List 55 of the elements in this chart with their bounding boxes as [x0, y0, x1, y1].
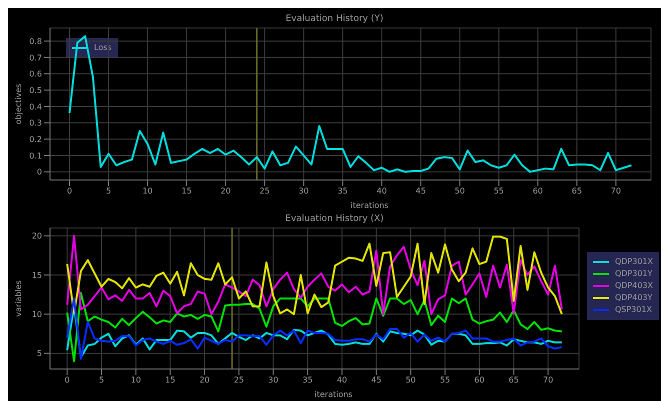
x-tick-label: 15	[181, 186, 192, 196]
x-axis-title: iterations	[350, 201, 388, 210]
y-tick-label: 0.4	[29, 102, 42, 112]
x-tick-label: 35	[302, 376, 313, 385]
x-tick-label: 25	[260, 186, 270, 196]
y-tick-label: 15	[32, 270, 42, 280]
chart-title: Evaluation History (X)	[284, 214, 385, 224]
x-tick-label: 10	[130, 376, 141, 385]
x-tick-label: 0	[64, 376, 70, 385]
x-axis-title: iterations	[314, 390, 352, 399]
legend-label: QDP301Y	[614, 268, 652, 280]
x-tick-label: 65	[508, 376, 519, 385]
y-tick-label: 0.7	[29, 53, 42, 62]
x-tick-label: 30	[298, 186, 309, 196]
y-axis-title: variables	[14, 280, 23, 317]
line-series	[68, 35, 632, 173]
x-tick-label: 15	[165, 376, 176, 385]
x-tick-label: 60	[532, 186, 543, 196]
y-tick-label: 0	[36, 168, 42, 177]
y-tick-label: 0.8	[29, 36, 42, 46]
y-tick-label: 0.5	[29, 86, 42, 95]
x-tick-label: 5	[98, 376, 104, 385]
x-tick-label: 70	[542, 376, 554, 385]
x-tick-label: 20	[199, 376, 210, 385]
legend-label: QDP403X	[614, 280, 653, 292]
x-tick-label: 20	[220, 186, 231, 196]
x-tick-label: 50	[454, 186, 465, 196]
y-tick-label: 5	[36, 349, 42, 358]
x-tick-label: 45	[371, 376, 382, 385]
x-tick-label: 70	[610, 186, 621, 196]
x-tick-label: 30	[268, 376, 278, 385]
y-tick-label: 20	[32, 232, 42, 241]
x-tick-label: 55	[494, 186, 504, 196]
x-tick-label: 0	[66, 186, 72, 196]
x-tick-label: 65	[572, 186, 582, 196]
y-tick-label: 10	[32, 310, 42, 320]
legend-label: QDP403Y	[614, 292, 652, 304]
chart-title: Evaluation History (Y)	[284, 14, 384, 24]
y-tick-label: 0.6	[29, 70, 42, 79]
x-tick-label: 5	[106, 186, 112, 196]
x-tick-label: 55	[440, 376, 450, 385]
x-tick-label: 35	[338, 186, 348, 196]
y-axis-title: objectives	[14, 84, 23, 124]
x-tick-label: 50	[406, 376, 416, 385]
y-tick-label: 0.1	[29, 151, 42, 160]
legend-label: QSP301X	[614, 304, 652, 316]
x-tick-label: 45	[416, 186, 426, 196]
x-tick-label: 40	[336, 376, 348, 385]
x-tick-label: 10	[142, 186, 153, 196]
x-tick-label: 40	[376, 186, 387, 196]
legend-label: QDP301X	[614, 256, 653, 268]
x-tick-label: 60	[474, 376, 484, 385]
x-tick-label: 25	[234, 376, 244, 385]
y-tick-label: 0.3	[29, 118, 42, 128]
y-tick-label: 0.2	[29, 134, 42, 144]
